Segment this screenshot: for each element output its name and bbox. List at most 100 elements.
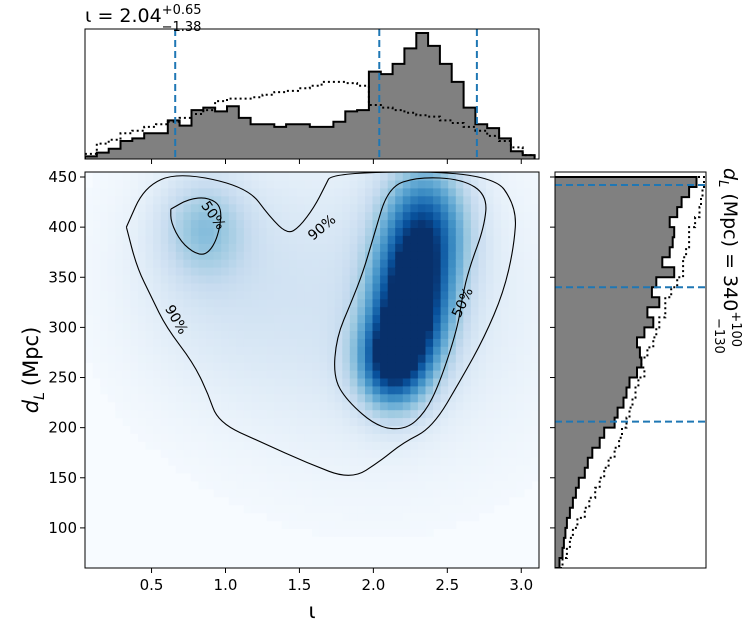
density-cell	[463, 433, 472, 442]
density-cell	[387, 290, 396, 300]
density-cell	[138, 377, 147, 387]
density-cell	[395, 449, 404, 458]
density-cell	[402, 243, 411, 252]
density-cell	[440, 195, 449, 205]
density-cell	[190, 465, 200, 474]
density-cell	[327, 322, 336, 331]
density-cell	[153, 385, 162, 395]
density-cell	[334, 195, 343, 205]
density-cell	[334, 409, 343, 419]
density-cell	[448, 362, 457, 371]
density-cell	[85, 219, 94, 228]
density-cell	[380, 362, 389, 371]
density-cell	[433, 219, 442, 228]
density-cell	[190, 409, 200, 419]
density-cell	[470, 219, 480, 228]
density-cell	[380, 393, 389, 403]
density-cell	[425, 338, 434, 347]
density-cell	[289, 417, 298, 426]
density-cell	[448, 488, 457, 498]
density-cell	[289, 172, 298, 181]
density-cell	[425, 488, 434, 498]
density-cell	[425, 203, 434, 213]
density-cell	[365, 496, 374, 506]
density-cell	[100, 377, 109, 387]
density-cell	[357, 370, 366, 379]
density-cell	[304, 187, 313, 197]
density-cell	[478, 282, 487, 292]
density-cell	[190, 195, 200, 205]
density-cell	[319, 211, 328, 221]
density-cell	[228, 433, 237, 442]
density-cell	[493, 322, 502, 331]
density-cell	[168, 306, 177, 316]
density-cell	[463, 480, 472, 490]
density-cell	[228, 457, 237, 466]
density-cell	[372, 211, 381, 221]
density-cell	[417, 259, 427, 268]
density-cell	[130, 275, 139, 284]
density-cell	[122, 306, 131, 316]
density-cell	[198, 172, 207, 181]
density-cell	[304, 449, 313, 458]
density-cell	[85, 235, 94, 244]
density-cell	[289, 385, 298, 395]
density-cell	[357, 433, 366, 442]
density-cell	[281, 203, 290, 213]
density-cell	[455, 290, 464, 300]
density-cell	[175, 370, 184, 379]
density-cell	[493, 235, 502, 244]
density-cell	[425, 441, 434, 450]
density-cell	[402, 322, 411, 331]
density-cell	[486, 330, 495, 339]
density-cell	[486, 338, 495, 347]
density-cell	[417, 227, 427, 236]
density-cell	[304, 488, 313, 498]
density-cell	[523, 187, 533, 197]
density-cell	[531, 219, 539, 228]
density-cell	[206, 370, 215, 379]
density-cell	[402, 433, 411, 442]
density-cell	[85, 195, 94, 205]
density-cell	[531, 187, 539, 197]
density-cell	[145, 354, 154, 363]
density-cell	[402, 290, 411, 300]
density-cell	[327, 235, 336, 244]
density-cell	[516, 172, 525, 181]
density-cell	[183, 401, 192, 411]
density-cell	[410, 219, 419, 228]
density-cell	[100, 306, 109, 316]
density-cell	[342, 346, 351, 355]
density-cell	[433, 282, 442, 292]
density-cell	[486, 385, 495, 395]
density-cell	[266, 385, 275, 395]
density-cell	[365, 377, 374, 387]
density-cell	[221, 488, 230, 498]
density-cell	[221, 251, 230, 260]
density-cell	[357, 219, 366, 228]
density-cell	[236, 195, 245, 205]
top-prior-dotted	[85, 80, 536, 159]
density-cell	[221, 290, 230, 300]
density-cell	[190, 330, 200, 339]
contour-90pct-0	[125, 172, 517, 476]
density-cell	[402, 409, 411, 419]
density-cell	[206, 314, 215, 324]
density-cell	[130, 187, 139, 197]
density-cell	[251, 354, 260, 363]
density-cell	[92, 243, 101, 252]
density-cell	[440, 496, 449, 506]
density-cell	[410, 465, 419, 474]
density-cell	[410, 195, 419, 205]
density-cell	[206, 259, 215, 268]
density-cell	[493, 243, 502, 252]
density-cell	[312, 409, 321, 419]
density-cell	[281, 179, 290, 189]
density-cell	[417, 441, 427, 450]
density-cell	[281, 259, 290, 268]
density-cell	[236, 417, 245, 426]
density-cell	[380, 488, 389, 498]
density-cell	[304, 330, 313, 339]
density-cell	[425, 330, 434, 339]
density-cell	[92, 211, 101, 221]
